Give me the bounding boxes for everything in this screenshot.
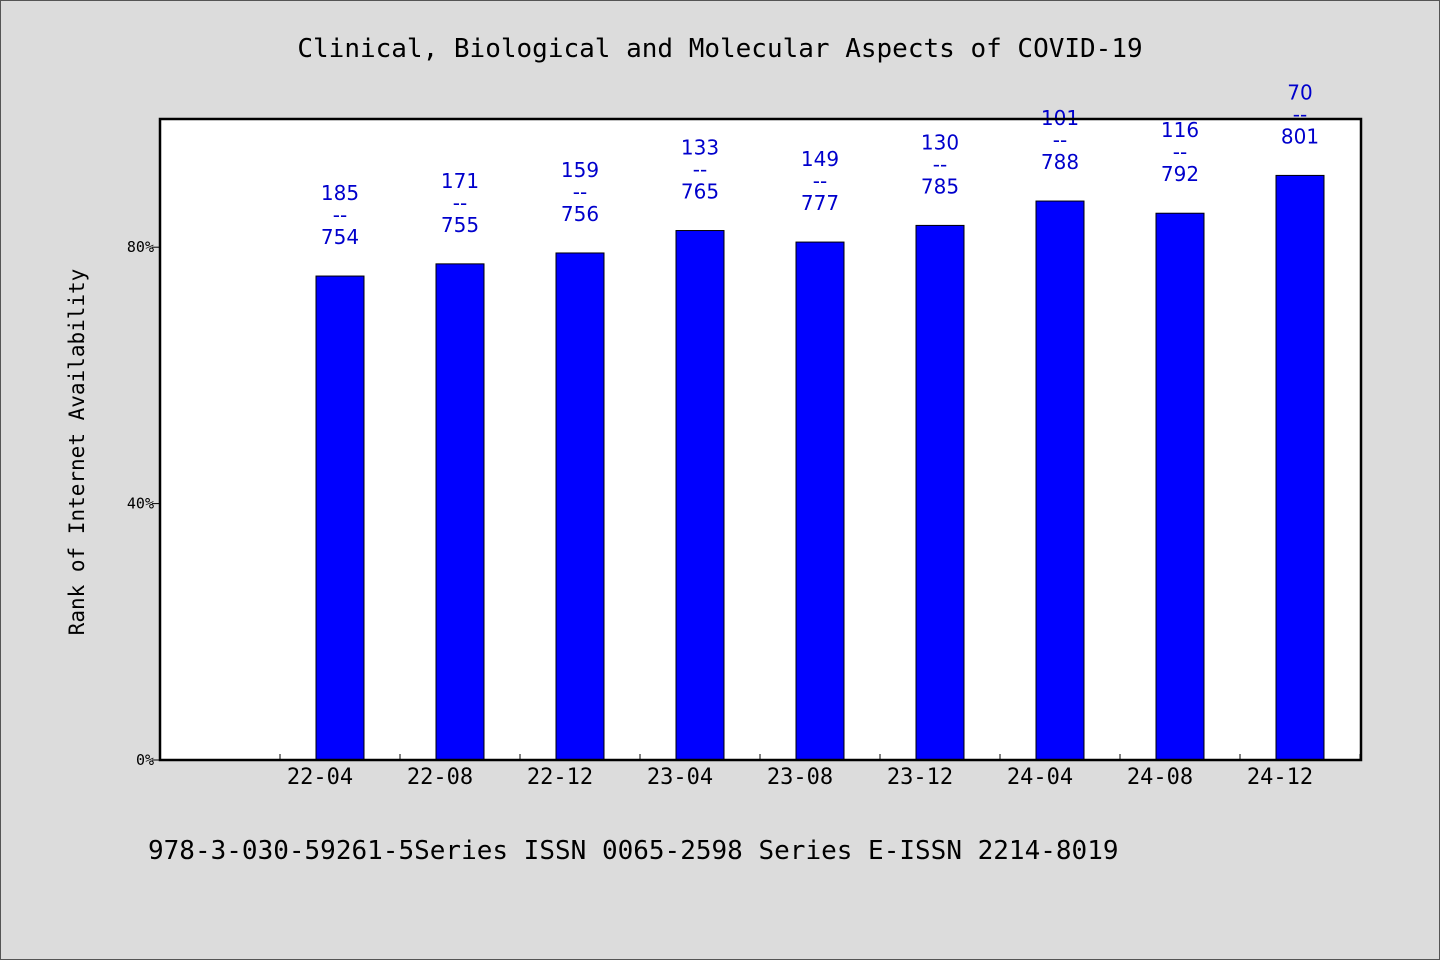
bar [315, 275, 365, 761]
bar [795, 241, 845, 761]
bar [675, 230, 725, 761]
x-tick-label: 23-04 [647, 765, 713, 790]
data-label: 755 [441, 213, 479, 237]
data-label: 792 [1161, 162, 1199, 186]
data-label: 785 [921, 174, 959, 198]
data-label: -- [1173, 140, 1187, 164]
x-tick-label: 22-12 [527, 765, 593, 790]
bar [1275, 174, 1325, 761]
bar [555, 252, 605, 761]
x-tick-label: 23-12 [887, 765, 953, 790]
bar [1035, 200, 1085, 761]
footer-text: 978-3-030-59261-5Series ISSN 0065-2598 S… [148, 836, 1119, 866]
bar [435, 263, 485, 761]
data-label: -- [1293, 102, 1307, 126]
data-label: 133 [681, 136, 719, 160]
bar [915, 224, 965, 761]
data-label: -- [333, 203, 347, 227]
data-label: 171 [441, 169, 479, 193]
data-label: 801 [1281, 124, 1319, 148]
plot-border [158, 117, 1363, 762]
y-tick-label: 40% [127, 495, 154, 513]
data-label: 130 [921, 130, 959, 154]
data-label: 185 [321, 181, 359, 205]
bar [1155, 212, 1205, 761]
data-label: 159 [561, 158, 599, 182]
data-label: -- [573, 180, 587, 204]
chart-title: Clinical, Biological and Molecular Aspec… [297, 34, 1143, 64]
x-tick-label: 24-12 [1247, 765, 1313, 790]
x-tick-label: 24-08 [1127, 765, 1193, 790]
data-label: -- [453, 191, 467, 215]
data-label: 754 [321, 225, 359, 249]
x-tick-label: 22-04 [287, 765, 353, 790]
data-label: 777 [801, 191, 839, 215]
data-label: 116 [1161, 118, 1199, 142]
data-label: 765 [681, 180, 719, 204]
data-label: -- [933, 152, 947, 176]
data-label: -- [1053, 128, 1067, 152]
x-tick-label: 24-04 [1007, 765, 1073, 790]
data-label: -- [693, 158, 707, 182]
x-tick-label: 22-08 [407, 765, 473, 790]
data-label: 149 [801, 147, 839, 171]
y-tick-label: 0% [136, 751, 154, 769]
data-label: 788 [1041, 150, 1079, 174]
data-label: 70 [1287, 80, 1312, 104]
y-tick-label: 80% [127, 238, 154, 256]
data-label: -- [813, 169, 827, 193]
x-tick-label: 23-08 [767, 765, 833, 790]
data-label: 756 [561, 202, 599, 226]
